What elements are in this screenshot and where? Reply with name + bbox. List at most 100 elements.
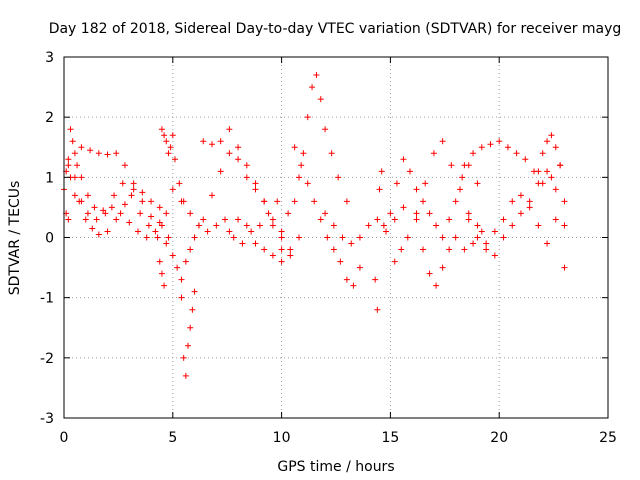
data-point	[161, 282, 168, 289]
data-point	[548, 174, 555, 181]
data-point	[143, 234, 150, 241]
data-point	[513, 150, 520, 157]
data-point	[322, 210, 329, 217]
data-point	[191, 288, 198, 295]
x-tick-label: 20	[490, 430, 508, 446]
data-point	[111, 192, 118, 199]
data-point	[459, 174, 466, 181]
data-point	[539, 150, 546, 157]
data-point	[350, 282, 357, 289]
x-tick-label: 15	[381, 430, 399, 446]
chart-title: Day 182 of 2018, Sidereal Day-to-day VTE…	[49, 21, 622, 37]
data-point	[137, 210, 144, 217]
data-point	[89, 225, 96, 232]
data-point	[391, 216, 398, 223]
data-point	[187, 210, 194, 217]
data-point	[165, 234, 172, 241]
data-point	[535, 180, 542, 187]
data-point	[74, 162, 81, 169]
data-point	[376, 186, 383, 193]
data-point	[393, 180, 400, 187]
data-point	[552, 186, 559, 193]
x-tick-label: 5	[168, 430, 177, 446]
data-point	[176, 180, 183, 187]
data-point	[145, 222, 152, 229]
data-point	[452, 198, 459, 205]
data-point	[189, 306, 196, 313]
data-point	[256, 222, 263, 229]
data-point	[134, 228, 141, 235]
data-point	[252, 180, 259, 187]
data-point	[195, 222, 202, 229]
data-point	[130, 186, 137, 193]
data-point	[252, 240, 259, 247]
data-point	[169, 252, 176, 259]
data-point	[291, 198, 298, 205]
data-point	[474, 180, 481, 187]
data-point	[167, 144, 174, 151]
data-point	[491, 228, 498, 235]
data-point	[130, 180, 137, 187]
data-point	[465, 210, 472, 217]
data-point	[356, 234, 363, 241]
data-point	[413, 186, 420, 193]
data-point	[278, 258, 285, 265]
data-point	[439, 138, 446, 145]
data-point	[526, 204, 533, 211]
data-point	[84, 210, 91, 217]
data-point	[171, 156, 178, 163]
data-point	[161, 132, 168, 139]
data-point	[148, 198, 155, 205]
data-point	[420, 198, 427, 205]
data-point	[261, 246, 268, 253]
data-point	[243, 222, 250, 229]
data-point	[328, 150, 335, 157]
data-point	[67, 126, 74, 133]
data-point	[552, 216, 559, 223]
data-point	[380, 222, 387, 229]
data-point	[339, 234, 346, 241]
data-point	[330, 246, 337, 253]
data-point	[71, 192, 78, 199]
data-point	[78, 144, 85, 151]
data-point	[204, 228, 211, 235]
data-point	[265, 210, 272, 217]
data-point	[517, 192, 524, 199]
data-point	[487, 141, 494, 148]
data-point	[126, 219, 133, 226]
data-point	[102, 210, 109, 217]
data-point	[387, 210, 394, 217]
data-point	[544, 168, 551, 175]
data-point	[65, 156, 72, 163]
data-point	[278, 228, 285, 235]
data-point	[404, 234, 411, 241]
data-point	[261, 198, 268, 205]
data-point	[433, 282, 440, 289]
data-point	[243, 162, 250, 169]
axis-ticks	[63, 56, 609, 419]
data-point	[182, 258, 189, 265]
data-point	[187, 246, 194, 253]
data-point	[139, 189, 146, 196]
data-point	[217, 138, 224, 145]
data-point	[156, 219, 163, 226]
data-point	[200, 216, 207, 223]
data-point	[191, 234, 198, 241]
data-point	[156, 258, 163, 265]
data-point	[413, 210, 420, 217]
data-point	[222, 216, 229, 223]
data-point	[158, 222, 165, 229]
data-point	[548, 132, 555, 139]
data-point	[235, 144, 242, 151]
data-point	[174, 264, 181, 271]
data-point	[309, 84, 316, 91]
data-point	[182, 372, 189, 379]
data-point	[365, 222, 372, 229]
y-tick-labels: -3 -2 -1 0 1 2 3	[40, 50, 54, 427]
data-point	[208, 192, 215, 199]
data-point	[213, 222, 220, 229]
data-point	[400, 156, 407, 163]
data-point	[248, 228, 255, 235]
data-point	[452, 234, 459, 241]
